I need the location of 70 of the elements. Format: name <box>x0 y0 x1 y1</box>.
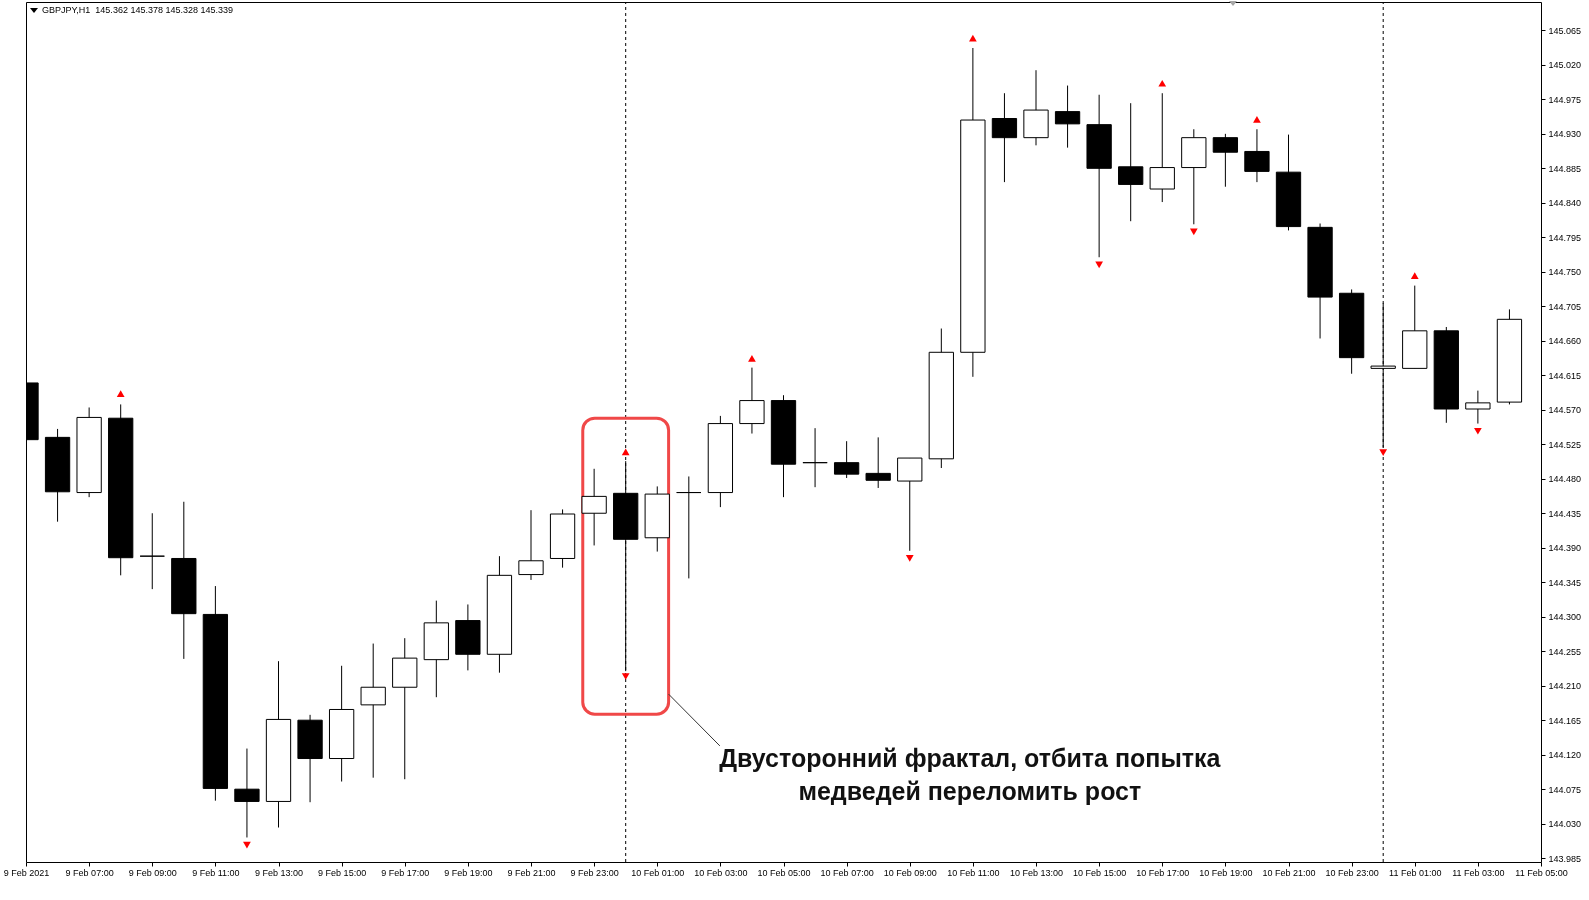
x-tick-label: 10 Feb 21:00 <box>1262 867 1316 878</box>
y-tick-label: 144.210 <box>1548 681 1582 692</box>
x-tick-label: 9 Feb 2021 <box>3 867 50 878</box>
x-tick-label: 11 Feb 05:00 <box>1515 867 1568 878</box>
point <box>1474 427 1482 435</box>
candlestick <box>139 512 165 590</box>
y-tick-label: 144.120 <box>1548 750 1582 761</box>
y-tick-label: 144.750 <box>1548 267 1582 278</box>
x-tick-label: 11 Feb 01:00 <box>1389 867 1442 878</box>
y-tick-label: 144.030 <box>1548 819 1582 830</box>
y-tick-label: 144.255 <box>1548 646 1582 657</box>
candlestick <box>865 436 891 489</box>
y-tick-label: 144.660 <box>1548 336 1582 347</box>
annotation: Двусторонний фрактал, отбита попытка медведей переломить рост <box>719 743 1222 805</box>
x-tick-label: 10 Feb 07:00 <box>820 867 874 878</box>
x-tick-label: 9 Feb 15:00 <box>318 867 367 878</box>
y-tick-label: 144.615 <box>1548 370 1582 381</box>
point <box>969 34 977 42</box>
x-tick-label: 9 Feb 21:00 <box>507 867 556 878</box>
x-tick-label: 9 Feb 17:00 <box>381 867 430 878</box>
point <box>621 448 630 456</box>
y-tick-label: 144.435 <box>1548 508 1582 519</box>
point <box>905 555 914 562</box>
y-tick-label: 144.975 <box>1548 94 1582 105</box>
x-tick-label: 10 Feb 11:00 <box>947 867 1000 878</box>
y-tick-label: 144.570 <box>1548 405 1582 416</box>
x-tick-label: 9 Feb 07:00 <box>65 867 114 878</box>
chart-title: GBPJPY,H1 145.362 145.378 145.328 145.339 <box>42 5 233 15</box>
candlestick <box>1465 390 1491 425</box>
y-tick-label: 144.705 <box>1548 301 1582 312</box>
x-tick-label: 10 Feb 17:00 <box>1136 867 1190 878</box>
candlestick <box>802 427 828 488</box>
y-tick-label: 144.300 <box>1548 612 1582 623</box>
y-tick-label: 145.065 <box>1548 25 1582 36</box>
x-tick-label: 10 Feb 23:00 <box>1325 867 1379 878</box>
point <box>1379 449 1388 457</box>
y-tick-label: 144.795 <box>1548 232 1582 243</box>
x-tick-label: 9 Feb 19:00 <box>444 867 493 878</box>
x-tick-label: 10 Feb 01:00 <box>631 867 685 878</box>
x-tick-label: 9 Feb 11:00 <box>192 867 240 878</box>
y-tick-label: 144.525 <box>1548 439 1582 450</box>
y-tick-label: 144.165 <box>1548 715 1582 726</box>
point <box>116 390 125 398</box>
x-tick-label: 9 Feb 09:00 <box>128 867 177 878</box>
y-tick-label: 144.345 <box>1548 577 1582 588</box>
x-tick-label: 9 Feb 13:00 <box>254 867 304 878</box>
x-tick-label: 10 Feb 09:00 <box>883 867 937 878</box>
x-tick-label: 10 Feb 15:00 <box>1073 867 1127 878</box>
y-tick-label: 144.075 <box>1548 784 1582 795</box>
y-tick-label: 144.840 <box>1548 198 1582 209</box>
candlestick <box>676 475 702 579</box>
point <box>1158 79 1167 87</box>
point <box>243 841 251 849</box>
point <box>1253 115 1261 123</box>
x-tick-label: 10 Feb 05:00 <box>757 867 811 878</box>
y-tick-label: 144.930 <box>1548 129 1582 140</box>
y-tick-label: 144.885 <box>1548 163 1582 174</box>
candlestick <box>234 748 260 838</box>
x-tick-label: 9 Feb 23:00 <box>570 867 619 878</box>
y-tick-label: 143.985 <box>1548 853 1582 864</box>
y-tick-label: 144.390 <box>1548 543 1582 554</box>
y-tick-label: 145.020 <box>1548 60 1582 71</box>
point <box>1410 272 1419 279</box>
x-tick-label: 10 Feb 13:00 <box>1009 867 1064 878</box>
point <box>621 673 630 680</box>
x-tick-label: 10 Feb 03:00 <box>694 867 748 878</box>
x-tick-label: 11 Feb 03:00 <box>1452 867 1505 878</box>
point <box>748 355 756 362</box>
x-tick-label: 10 Feb 19:00 <box>1199 867 1253 878</box>
y-tick-label: 144.480 <box>1548 474 1582 485</box>
